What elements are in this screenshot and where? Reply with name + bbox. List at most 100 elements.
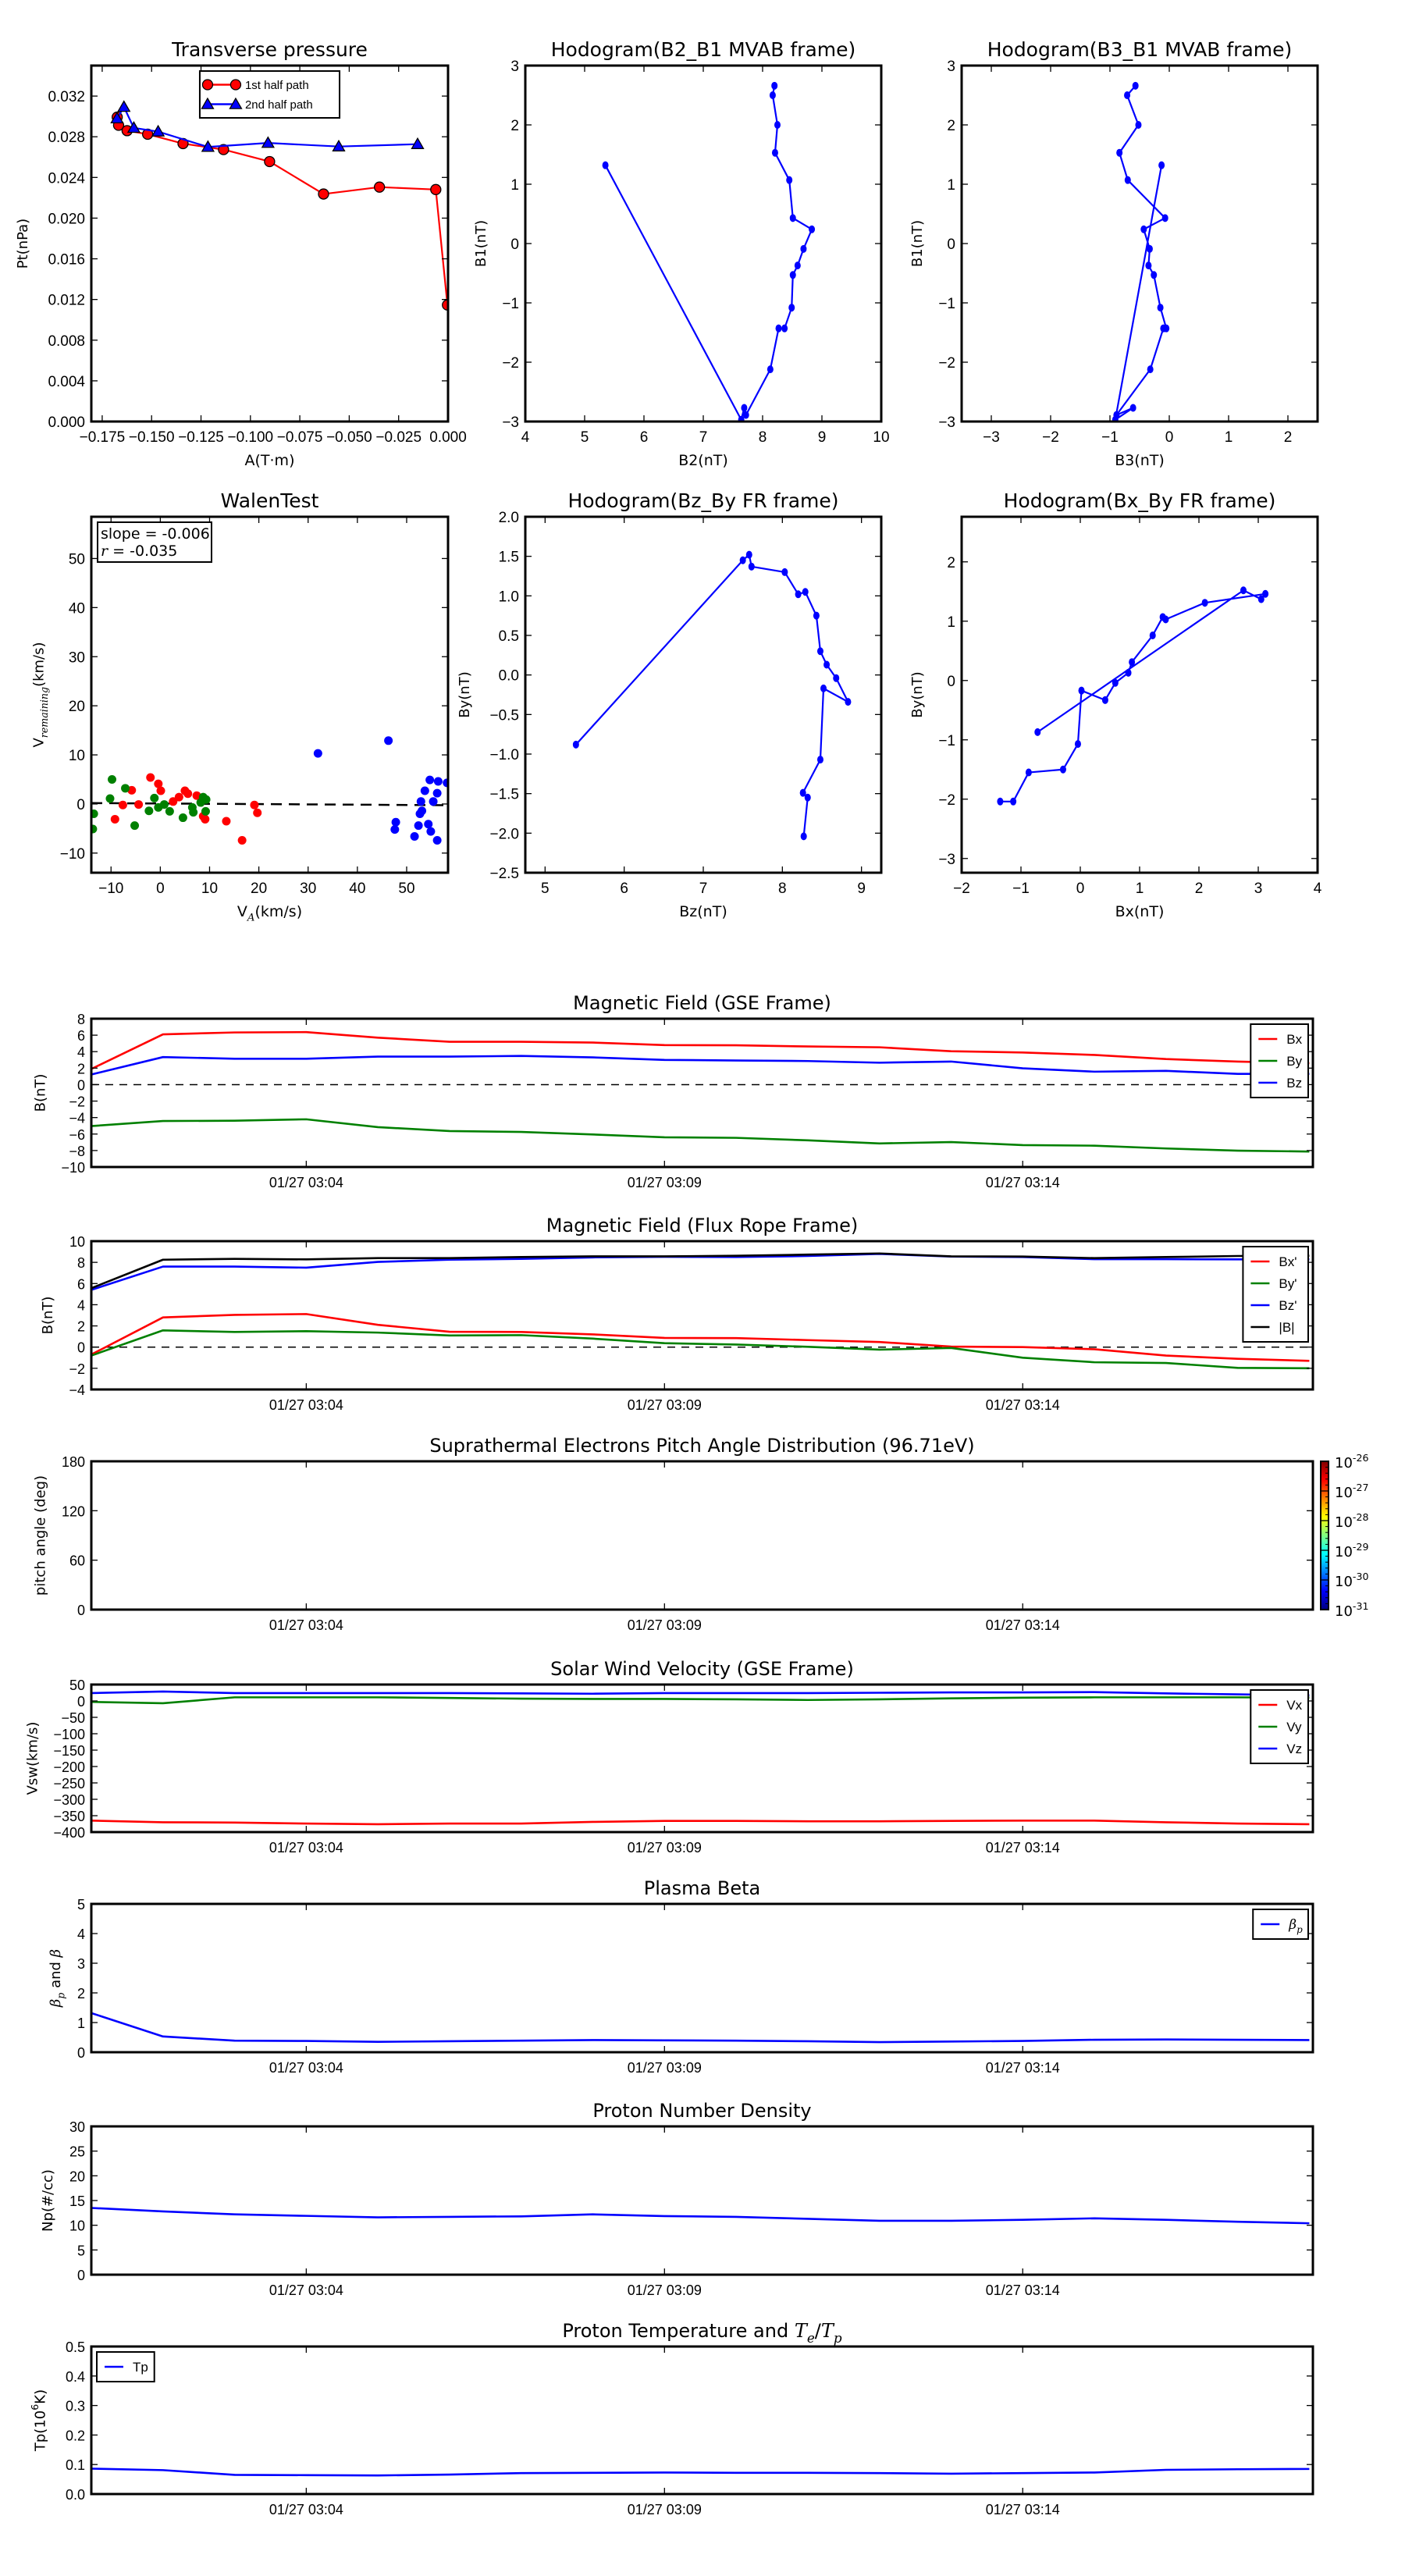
plot-content [91, 1252, 1313, 1370]
chart-title: Transverse pressure [171, 38, 368, 61]
y-tick-label: −4 [69, 1382, 85, 1398]
x-tick-label: 5 [541, 881, 550, 897]
data-point [775, 324, 782, 333]
plot-area [91, 1461, 1313, 1610]
legend-entry: Vx [1258, 1698, 1303, 1713]
x-tick-label: 10 [873, 429, 889, 446]
data-point [809, 225, 816, 233]
y-tick-label: 15 [69, 2194, 85, 2209]
data-point [201, 814, 210, 824]
data-point [390, 825, 400, 834]
x-tick-label: 3 [1254, 881, 1263, 897]
data-point [1161, 214, 1168, 222]
y-tick-label: 0.5 [499, 628, 519, 645]
plot-content [91, 2207, 1310, 2225]
data-point [183, 789, 193, 799]
slope-text: slope = -0.006 [101, 525, 210, 543]
x-axis-label: B2(nT) [678, 452, 728, 469]
chart-title: Hodogram(B3_B1 MVAB frame) [987, 38, 1293, 61]
legend-entry: Bx' [1250, 1254, 1297, 1269]
y-tick-label: −3 [502, 415, 519, 431]
data-point [222, 817, 231, 826]
y-tick-label: 1 [77, 2016, 85, 2031]
data-point [1140, 225, 1147, 233]
axes-frame [90, 2345, 1314, 2496]
y-tick-label: 0 [947, 674, 955, 690]
legend-label: By' [1279, 1276, 1297, 1291]
data-point [1135, 121, 1142, 129]
data-point [997, 797, 1004, 806]
plot-content [91, 2467, 1310, 2477]
colorbar-label: 10-26 [1335, 1452, 1368, 1471]
y-axis-label: βp and β [48, 1949, 66, 2008]
x-tick-label: 9 [857, 881, 866, 897]
y-axis-label: By(nT) [457, 671, 473, 717]
y-tick-label: −0.5 [489, 707, 519, 724]
data-point [1059, 765, 1066, 774]
y-tick-label: −400 [53, 1825, 85, 1841]
y-tick-label: 25 [69, 2144, 85, 2160]
y-tick-label: 0.0 [66, 2487, 85, 2503]
legend-marker [229, 97, 243, 109]
data-point [443, 778, 448, 788]
y-tick-label: −2.0 [489, 826, 519, 842]
legend-label: 2nd half path [245, 98, 313, 112]
data-point [264, 155, 276, 168]
data-point [261, 136, 275, 148]
y-tick-label: −8 [69, 1144, 85, 1159]
y-tick-label: 10 [69, 1234, 85, 1250]
y-tick-label: 4 [77, 1044, 85, 1060]
y-tick-label: 3 [510, 59, 519, 75]
legend-entry: βp [1261, 1917, 1303, 1935]
x-tick-label: 01/27 03:09 [628, 2502, 702, 2517]
chart-title: Hodogram(Bz_By FR frame) [567, 489, 838, 512]
data-point [1078, 686, 1085, 695]
data-point [1159, 613, 1166, 621]
x-tick-label: −3 [983, 429, 1000, 446]
data-point [1146, 244, 1153, 253]
r-text: r = -0.035 [101, 543, 177, 560]
data-point [201, 795, 211, 804]
data-point [426, 827, 436, 836]
text-part: 10 [32, 2411, 48, 2428]
data-point [771, 148, 778, 157]
y-tick-label: 0.004 [48, 374, 85, 390]
plot-area [962, 66, 1318, 422]
chart-title: Hodogram(Bx_By FR frame) [1004, 489, 1276, 512]
legend: Bx' By' Bz' |B| [1242, 1246, 1310, 1343]
series-line-0 [91, 2012, 1310, 2044]
legend: βp [1252, 1909, 1310, 1940]
axes-frame [90, 515, 450, 874]
data-point [165, 806, 174, 816]
data-point [218, 144, 229, 155]
data-point [391, 817, 400, 827]
axes-frame [90, 1683, 1314, 1834]
text-part: r [101, 543, 109, 560]
x-tick-label: 01/27 03:04 [269, 1840, 343, 1856]
legend-label: Vz [1286, 1742, 1302, 1756]
y-tick-label: −350 [53, 1809, 85, 1824]
y-tick-label: −1.0 [489, 747, 519, 763]
y-tick-label: −1 [938, 733, 955, 749]
series-line-1 [91, 1329, 1310, 1370]
x-tick-label: 01/27 03:04 [269, 2282, 343, 2298]
y-tick-label: −2 [938, 792, 955, 809]
y-tick-label: 0 [77, 1077, 85, 1093]
x-tick-label: 01/27 03:14 [986, 2282, 1060, 2298]
data-point [845, 698, 852, 706]
legend-label: |B| [1279, 1320, 1294, 1335]
data-point [1125, 668, 1132, 677]
chart-title: Suprathermal Electrons Pitch Angle Distr… [429, 1435, 974, 1457]
plot-area [525, 517, 881, 873]
data-point [1145, 262, 1152, 270]
y-tick-label: −1 [502, 296, 519, 312]
y-axis-label: Vsw(km/s) [24, 1722, 41, 1795]
y-tick-label: 60 [69, 1553, 85, 1569]
legend: Tp [96, 2351, 155, 2382]
x-tick-label: 5 [581, 429, 589, 446]
legend-label: Bz [1286, 1076, 1302, 1091]
series-line-0 [91, 1030, 1310, 1070]
x-axis-label: Bx(nT) [1115, 903, 1165, 920]
legend-label: Vx [1286, 1698, 1302, 1713]
